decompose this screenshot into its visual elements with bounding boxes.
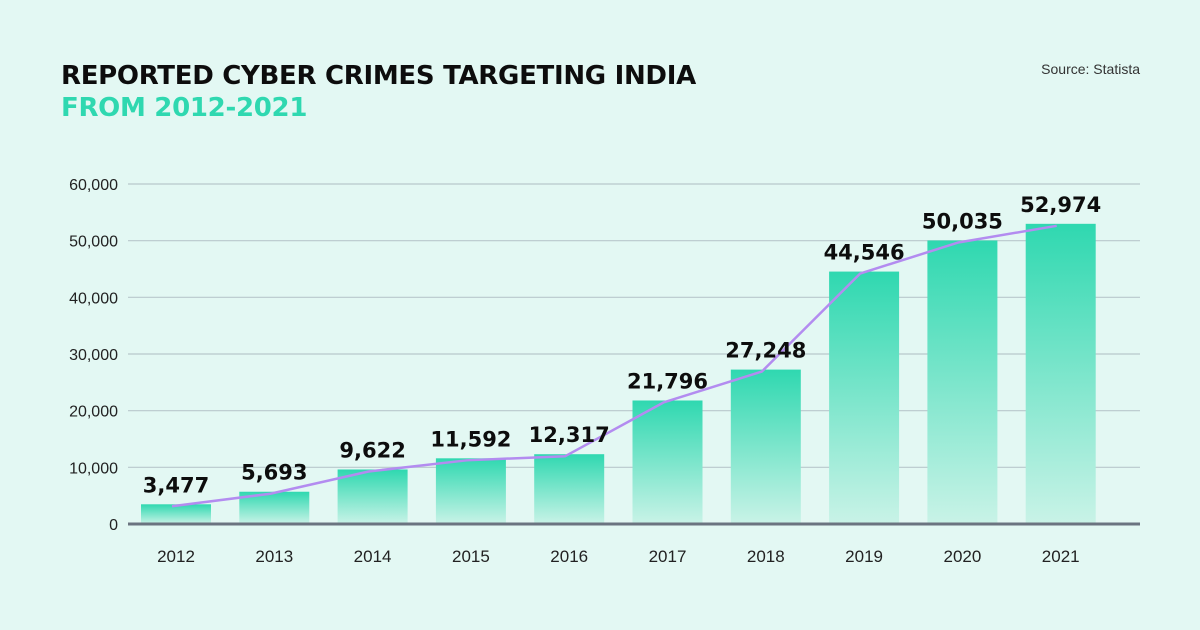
data-label: 5,693: [241, 461, 307, 485]
title-line-2: FROM 2012-2021: [61, 93, 308, 123]
bar-2021: [1025, 223, 1096, 524]
title-line-1: REPORTED CYBER CRIMES TARGETING INDIA: [61, 61, 696, 91]
data-label: 44,546: [824, 241, 905, 265]
bars: [141, 223, 1096, 525]
trend-line-path: [171, 224, 1057, 508]
bar-2012: [141, 504, 211, 524]
y-tick-label: 50,000: [69, 234, 118, 251]
bar-2018: [730, 369, 801, 524]
x-category-label: 2016: [550, 547, 588, 566]
data-label: 50,035: [922, 209, 1003, 233]
chart-title: REPORTED CYBER CRIMES TARGETING INDIA FR…: [61, 60, 696, 124]
x-category-label: 2017: [649, 547, 687, 566]
x-category-label: 2014: [354, 547, 392, 566]
data-label: 52,974: [1020, 193, 1101, 217]
x-category-label: 2018: [747, 547, 785, 566]
x-category-label: 2013: [255, 547, 293, 566]
data-label: 21,796: [627, 369, 708, 393]
y-tick-label: 20,000: [69, 404, 118, 421]
bar-2014: [337, 469, 408, 524]
x-category-label: 2019: [845, 547, 883, 566]
bar-2016: [534, 454, 605, 524]
data-labels: 3,477 5,693 9,622 11,592 12,317 21,796 27,248 4…: [143, 193, 1101, 497]
data-label: 27,248: [725, 339, 806, 363]
data-label: 3,477: [143, 473, 209, 497]
bar-2020: [927, 240, 998, 525]
data-label: 9,622: [339, 438, 405, 462]
bar-2017: [632, 400, 703, 524]
y-tick-label: 60,000: [69, 177, 118, 194]
y-tick-label: 40,000: [69, 290, 118, 307]
y-tick-label: 0: [109, 517, 118, 534]
y-axis-ticks: 0 10,000 20,000 30,000 40,000 50,000 60,000: [69, 177, 118, 534]
data-label: 12,317: [529, 423, 610, 447]
source-note: Source: Statista: [1041, 61, 1140, 77]
x-category-label: 2021: [1042, 547, 1080, 566]
data-label: 11,592: [430, 427, 511, 451]
x-category-label: 2012: [157, 547, 195, 566]
bar-2019: [829, 271, 900, 524]
x-axis-categories: 2012 2013 2014 2015 2016 2017 2018 2019 2020 2021: [157, 547, 1080, 566]
x-category-label: 2015: [452, 547, 490, 566]
bar-2015: [435, 458, 506, 524]
y-tick-label: 30,000: [69, 347, 118, 364]
trend-line: [171, 224, 1057, 508]
y-tick-label: 10,000: [69, 460, 118, 477]
x-category-label: 2020: [943, 547, 981, 566]
